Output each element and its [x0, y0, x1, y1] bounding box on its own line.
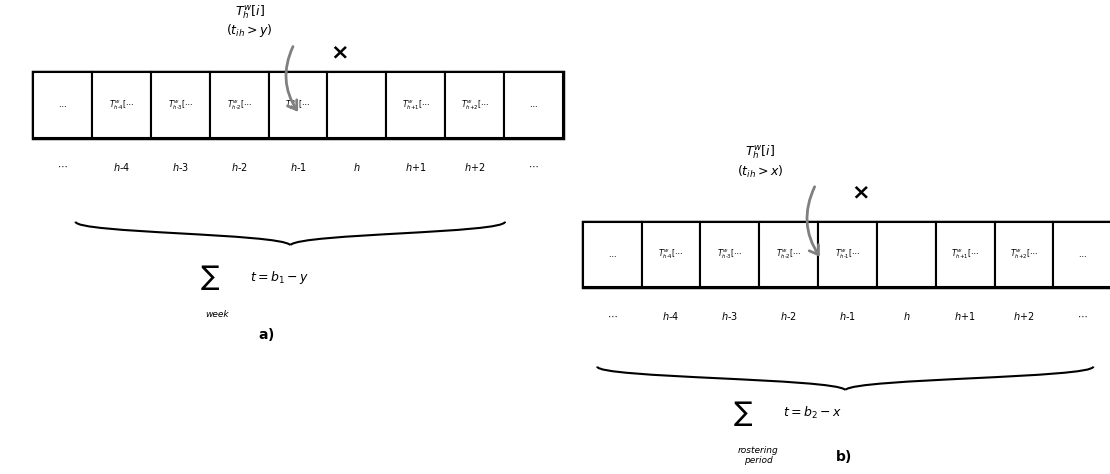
Text: $T^w_{h\text{-}2}[\cdots$: $T^w_{h\text{-}2}[\cdots$ [776, 247, 801, 261]
Text: $\cdots$: $\cdots$ [607, 310, 617, 320]
Bar [1053, 222, 1110, 287]
Text: $T^w_{h\text{+}1}[\cdots$: $T^w_{h\text{+}1}[\cdots$ [402, 98, 430, 111]
Bar [269, 72, 327, 137]
Bar [642, 222, 700, 287]
Bar [759, 222, 818, 287]
Text: $h\text{+}2$: $h\text{+}2$ [1013, 310, 1035, 322]
Text: $t = b_1 - y$: $t = b_1 - y$ [250, 269, 309, 286]
Text: week: week [205, 310, 229, 319]
Bar [818, 222, 877, 287]
Text: $T^w_{h\text{-}3}[\cdots$: $T^w_{h\text{-}3}[\cdots$ [717, 247, 743, 261]
Bar [995, 222, 1053, 287]
Text: $h$: $h$ [902, 310, 910, 322]
Bar [210, 72, 269, 137]
Text: $T^w_{h\text{+}2}[\cdots$: $T^w_{h\text{+}2}[\cdots$ [1010, 247, 1038, 261]
Text: $\mathbf{a}$): $\mathbf{a}$) [259, 326, 274, 343]
Text: $(t_{ih} > y)$: $(t_{ih} > y)$ [226, 22, 273, 39]
Bar [936, 222, 995, 287]
Text: $\cdots$: $\cdots$ [58, 161, 68, 171]
Text: $h\text{-}1$: $h\text{-}1$ [290, 161, 306, 173]
Bar [151, 72, 210, 137]
Text: $\mathbf{\times}$: $\mathbf{\times}$ [330, 44, 347, 64]
Bar [877, 222, 936, 287]
FancyArrowPatch shape [286, 46, 296, 110]
Bar [92, 72, 151, 137]
Text: $\cdots$: $\cdots$ [1078, 310, 1088, 320]
Text: $T^w_{h\text{+}2}[\cdots$: $T^w_{h\text{+}2}[\cdots$ [461, 98, 488, 111]
Bar [445, 72, 504, 137]
Text: $\cdots$: $\cdots$ [608, 250, 616, 259]
Bar [327, 72, 386, 137]
Text: $\mathbf{b}$): $\mathbf{b}$) [835, 447, 852, 465]
Text: $h\text{+}2$: $h\text{+}2$ [464, 161, 485, 173]
Text: $T^w_{h\text{-}4}[\cdots$: $T^w_{h\text{-}4}[\cdots$ [658, 247, 684, 261]
Text: $h\text{-}2$: $h\text{-}2$ [780, 310, 797, 322]
Text: $(t_{ih} > x)$: $(t_{ih} > x)$ [737, 164, 784, 180]
Text: $h\text{+}1$: $h\text{+}1$ [955, 310, 976, 322]
Bar [504, 72, 563, 137]
Text: $h\text{-}2$: $h\text{-}2$ [231, 161, 248, 173]
Bar [386, 72, 445, 137]
Bar [700, 222, 759, 287]
Text: $T^w_h[i]$: $T^w_h[i]$ [234, 3, 265, 21]
Text: $T^w_{h\text{-}3}[\cdots$: $T^w_{h\text{-}3}[\cdots$ [168, 98, 193, 111]
Text: $T^w_h[i]$: $T^w_h[i]$ [745, 143, 776, 161]
Text: rostering
period: rostering period [738, 446, 779, 465]
FancyBboxPatch shape [583, 222, 1110, 287]
Text: $\sum$: $\sum$ [733, 399, 753, 428]
Text: $\mathbf{\times}$: $\mathbf{\times}$ [851, 183, 869, 204]
Bar [583, 222, 642, 287]
FancyArrowPatch shape [807, 187, 818, 255]
Text: $h\text{-}4$: $h\text{-}4$ [113, 161, 130, 173]
Text: $\cdots$: $\cdots$ [529, 100, 537, 109]
Text: $h\text{+}1$: $h\text{+}1$ [405, 161, 426, 173]
Text: $h\text{-}3$: $h\text{-}3$ [172, 161, 189, 173]
Text: $h\text{-}1$: $h\text{-}1$ [839, 310, 856, 322]
Text: $\cdots$: $\cdots$ [528, 161, 538, 171]
Text: $\sum$: $\sum$ [200, 263, 220, 292]
Text: $T^w_{h\text{-}1}[\cdots$: $T^w_{h\text{-}1}[\cdots$ [285, 98, 311, 111]
Text: $T^w_{h\text{-}4}[\cdots$: $T^w_{h\text{-}4}[\cdots$ [109, 98, 134, 111]
Text: $t = b_2 - x$: $t = b_2 - x$ [783, 405, 841, 421]
Text: $\cdots$: $\cdots$ [59, 100, 67, 109]
Text: $h\text{-}4$: $h\text{-}4$ [663, 310, 679, 322]
Text: $T^w_{h\text{+}1}[\cdots$: $T^w_{h\text{+}1}[\cdots$ [951, 247, 979, 261]
Text: $h$: $h$ [353, 161, 361, 173]
Text: $\cdots$: $\cdots$ [1079, 250, 1087, 259]
Text: $T^w_{h\text{-}1}[\cdots$: $T^w_{h\text{-}1}[\cdots$ [835, 247, 860, 261]
Text: $h\text{-}3$: $h\text{-}3$ [722, 310, 738, 322]
Text: $T^w_{h\text{-}2}[\cdots$: $T^w_{h\text{-}2}[\cdots$ [226, 98, 252, 111]
Bar [33, 72, 92, 137]
FancyBboxPatch shape [33, 72, 563, 137]
